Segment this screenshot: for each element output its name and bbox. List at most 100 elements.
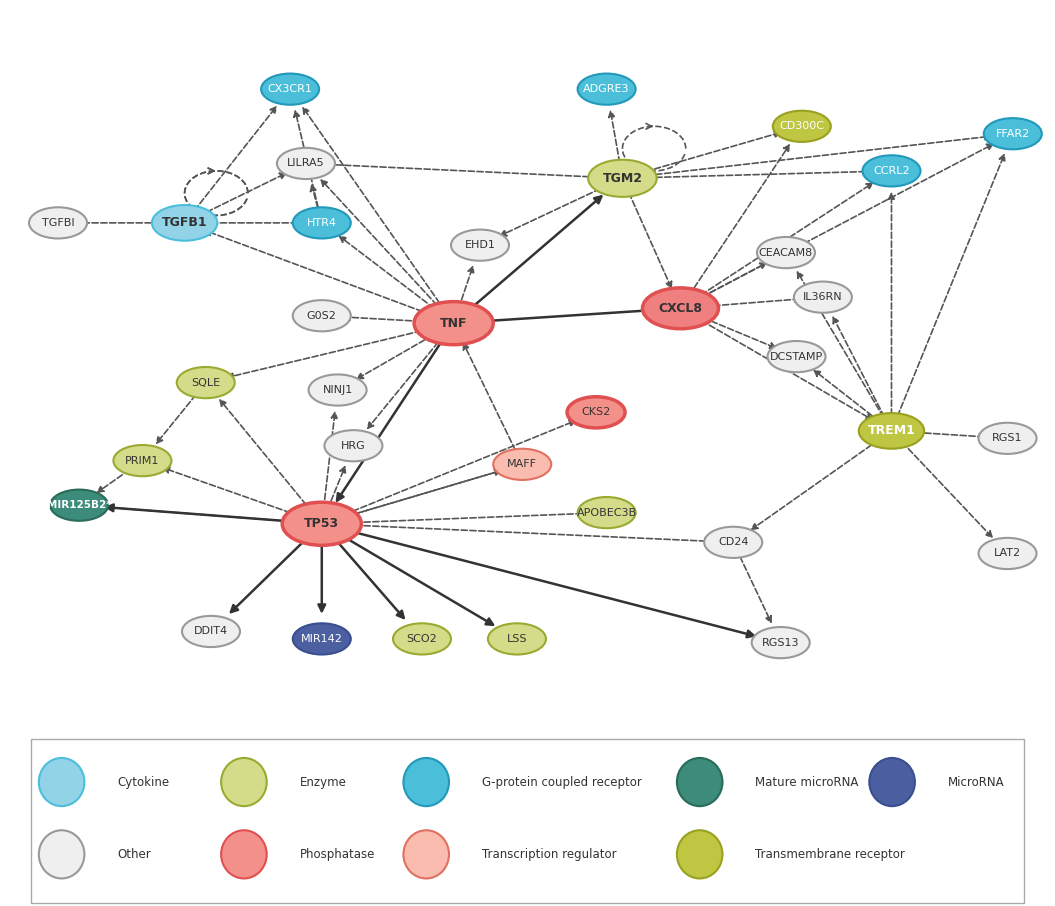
FancyArrowPatch shape <box>833 317 888 425</box>
Text: G0S2: G0S2 <box>307 311 337 321</box>
Ellipse shape <box>863 155 920 187</box>
FancyArrowPatch shape <box>328 525 753 637</box>
FancyBboxPatch shape <box>32 739 1023 902</box>
Ellipse shape <box>767 341 826 372</box>
Text: RGS1: RGS1 <box>993 433 1022 443</box>
FancyArrowPatch shape <box>328 527 493 625</box>
FancyArrowPatch shape <box>329 524 711 544</box>
Ellipse shape <box>222 830 267 879</box>
Text: DCSTAMP: DCSTAMP <box>770 352 823 361</box>
Text: CXCL8: CXCL8 <box>658 302 703 314</box>
Text: TNF: TNF <box>440 317 467 330</box>
FancyArrowPatch shape <box>87 506 300 525</box>
Text: MIR125B2*: MIR125B2* <box>46 500 112 510</box>
Ellipse shape <box>152 205 217 241</box>
Ellipse shape <box>757 237 816 268</box>
Text: MIR142: MIR142 <box>301 634 343 644</box>
Ellipse shape <box>222 758 267 806</box>
FancyArrowPatch shape <box>630 134 991 178</box>
Text: SCO2: SCO2 <box>406 634 438 644</box>
FancyArrowPatch shape <box>687 311 775 348</box>
Ellipse shape <box>282 502 361 545</box>
Text: TGFB1: TGFB1 <box>161 217 208 229</box>
FancyArrowPatch shape <box>456 266 474 316</box>
Text: CD300C: CD300C <box>780 121 824 131</box>
Text: Transmembrane receptor: Transmembrane receptor <box>755 848 905 861</box>
FancyArrowPatch shape <box>368 329 449 429</box>
Text: CCRL2: CCRL2 <box>874 166 909 176</box>
Text: Enzyme: Enzyme <box>300 776 346 788</box>
FancyArrowPatch shape <box>107 505 314 524</box>
Text: NINJ1: NINJ1 <box>323 385 352 395</box>
Ellipse shape <box>578 497 635 528</box>
FancyArrowPatch shape <box>609 111 621 171</box>
Ellipse shape <box>30 207 87 238</box>
Text: SQLE: SQLE <box>191 378 220 388</box>
FancyArrowPatch shape <box>98 465 137 492</box>
Ellipse shape <box>51 489 109 521</box>
Ellipse shape <box>978 538 1036 569</box>
Text: LAT2: LAT2 <box>994 548 1021 558</box>
FancyArrowPatch shape <box>685 145 789 303</box>
FancyArrowPatch shape <box>157 388 202 443</box>
Text: CKS2: CKS2 <box>581 408 611 418</box>
Ellipse shape <box>978 423 1036 454</box>
Ellipse shape <box>772 111 831 142</box>
Text: TGM2: TGM2 <box>602 172 642 185</box>
FancyArrowPatch shape <box>688 296 801 308</box>
Ellipse shape <box>403 830 449 879</box>
FancyArrowPatch shape <box>814 371 886 427</box>
Text: Transcription regulator: Transcription regulator <box>482 848 616 861</box>
Text: EHD1: EHD1 <box>464 240 496 250</box>
Ellipse shape <box>403 758 449 806</box>
FancyArrowPatch shape <box>461 307 653 323</box>
FancyArrowPatch shape <box>500 181 616 236</box>
Ellipse shape <box>177 367 234 399</box>
Text: TREM1: TREM1 <box>867 424 916 438</box>
Ellipse shape <box>183 616 241 647</box>
FancyArrowPatch shape <box>337 329 449 500</box>
Text: MicroRNA: MicroRNA <box>947 776 1004 788</box>
FancyArrowPatch shape <box>206 230 447 321</box>
FancyArrowPatch shape <box>328 420 575 521</box>
Text: LILRA5: LILRA5 <box>287 159 325 169</box>
FancyArrowPatch shape <box>329 511 584 524</box>
Text: CD24: CD24 <box>718 537 748 547</box>
FancyArrowPatch shape <box>894 155 1004 425</box>
FancyArrowPatch shape <box>326 529 404 618</box>
FancyArrowPatch shape <box>340 236 448 319</box>
FancyArrowPatch shape <box>687 144 993 305</box>
FancyArrowPatch shape <box>798 272 888 425</box>
Ellipse shape <box>677 758 723 806</box>
Ellipse shape <box>488 623 546 654</box>
Text: Phosphatase: Phosphatase <box>300 848 375 861</box>
FancyArrowPatch shape <box>629 131 780 177</box>
FancyArrowPatch shape <box>736 549 771 622</box>
FancyArrowPatch shape <box>191 173 286 220</box>
FancyArrowPatch shape <box>897 436 992 537</box>
Text: HTR4: HTR4 <box>307 217 337 228</box>
Text: CX3CR1: CX3CR1 <box>268 84 312 94</box>
Text: CEACAM8: CEACAM8 <box>759 247 813 257</box>
FancyArrowPatch shape <box>358 327 447 379</box>
Ellipse shape <box>39 758 84 806</box>
FancyArrowPatch shape <box>220 400 318 518</box>
Ellipse shape <box>869 758 915 806</box>
FancyArrowPatch shape <box>888 194 895 424</box>
Ellipse shape <box>392 623 452 654</box>
FancyArrowPatch shape <box>328 469 500 522</box>
Ellipse shape <box>642 288 718 329</box>
Text: IL36RN: IL36RN <box>803 292 843 303</box>
Text: Other: Other <box>117 848 151 861</box>
Text: FFAR2: FFAR2 <box>996 129 1030 139</box>
FancyArrowPatch shape <box>294 111 320 217</box>
Ellipse shape <box>494 448 552 480</box>
Text: PRIM1: PRIM1 <box>126 456 159 466</box>
FancyArrowPatch shape <box>899 431 985 439</box>
FancyArrowPatch shape <box>687 312 871 419</box>
Ellipse shape <box>309 374 367 406</box>
Text: DDIT4: DDIT4 <box>194 626 228 637</box>
Ellipse shape <box>276 148 335 179</box>
Ellipse shape <box>983 118 1042 149</box>
Text: APOBEC3B: APOBEC3B <box>577 507 636 517</box>
